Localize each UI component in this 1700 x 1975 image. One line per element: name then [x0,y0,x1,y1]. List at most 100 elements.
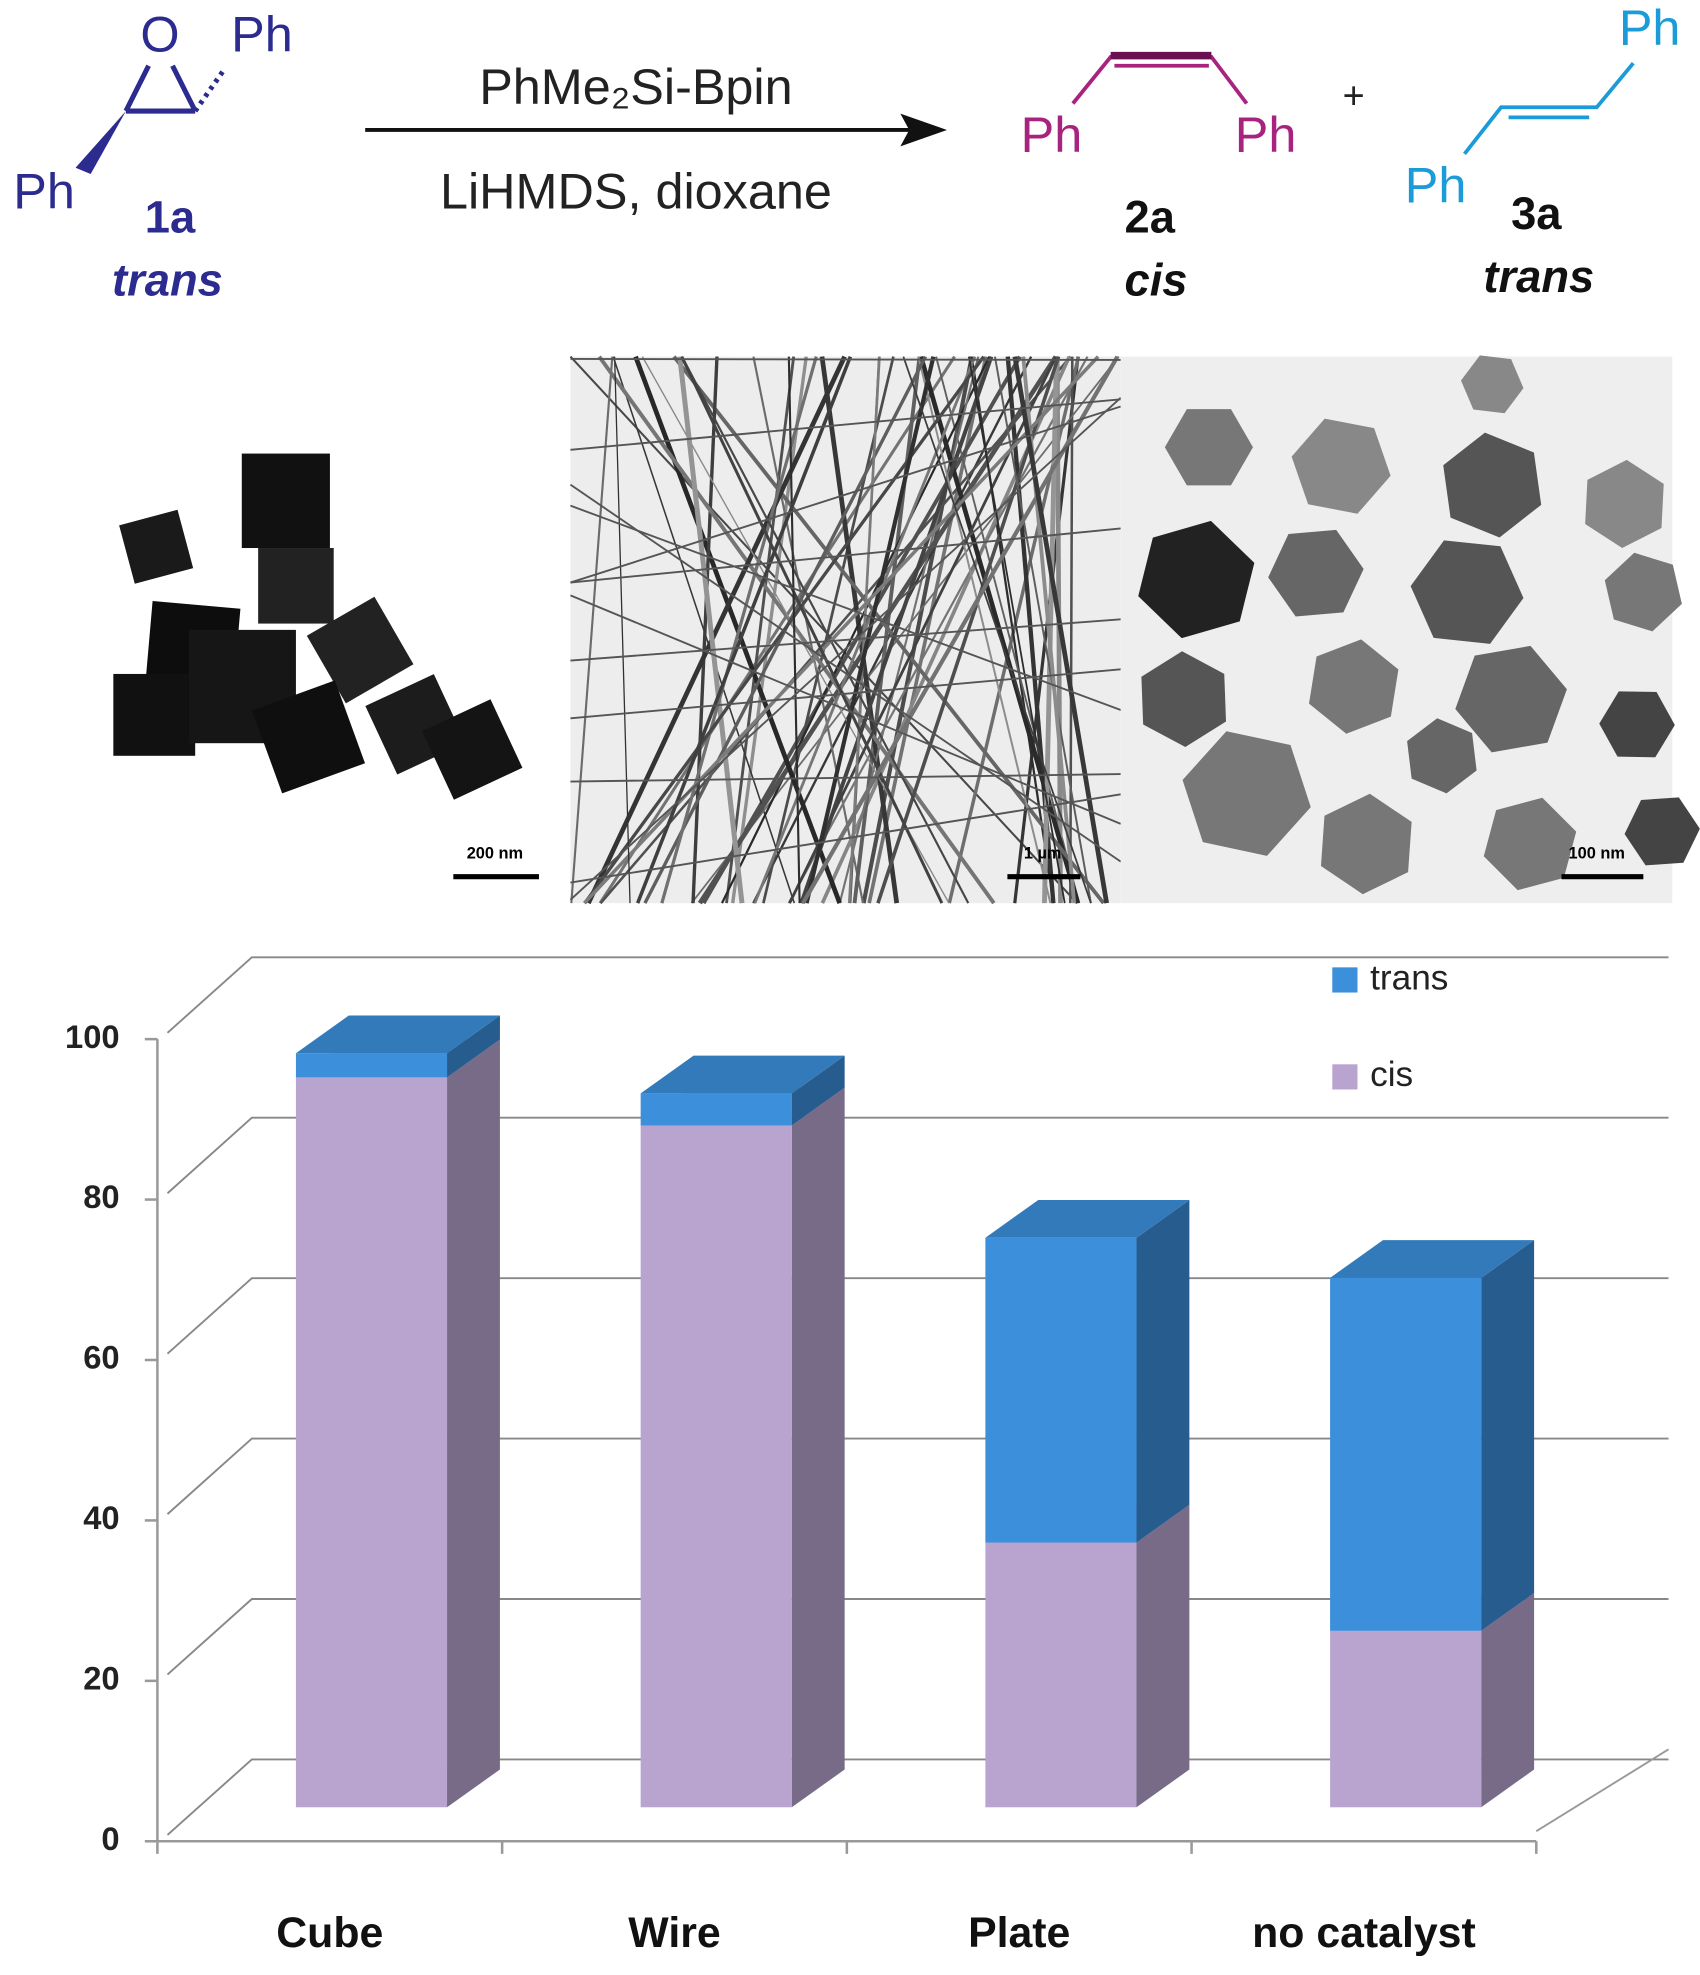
stereo-label: trans [1483,251,1594,302]
micrograph-plates: 100 nm [1120,355,1700,904]
scale-label: 100 nm [1569,844,1625,862]
product-cis: Ph Ph 2a cis [1021,51,1296,306]
nanowire [597,355,996,905]
atom: Ph [13,163,75,220]
nanowire [691,356,719,904]
nanoplate [1164,409,1253,486]
nanowire [570,527,1121,584]
bar-side [447,1015,500,1078]
nanowire [613,356,631,904]
grid-line [166,1116,1669,1194]
compound-label: 1a [145,192,196,243]
bar-side [1136,1199,1190,1543]
nanoplate [1585,459,1664,549]
atom: Ph [1405,156,1467,213]
particle [241,453,330,549]
nanowire [1013,356,1080,904]
particle [119,509,194,584]
nanoplate [1407,718,1477,794]
legend-label: cis [1370,1055,1413,1094]
nanoplate [1624,797,1700,866]
nanoplate [1599,691,1675,758]
bar [640,1093,792,1126]
scale-label: 1 µm [1024,844,1062,862]
y-tick-label: 0 [101,1820,119,1857]
nanowire [672,355,1106,905]
nanoplate [1182,731,1311,856]
bar [985,1542,1137,1808]
nanowire [681,356,970,904]
nanowire [583,355,985,905]
particle [113,673,196,756]
bar [295,1053,448,1078]
nanowire [569,483,1122,863]
bar-side [791,1055,845,1126]
nanowire [819,356,900,904]
atom: Ph [1619,0,1681,56]
nanoplate [1443,432,1542,538]
nanoplate [1291,418,1391,514]
nanowire [701,355,1022,905]
plus-sign: + [1343,75,1365,117]
bar [1330,1630,1482,1808]
nanowire [570,594,1122,825]
compound-label: 2a [1124,192,1175,243]
bar-side [447,1039,500,1808]
nanowire [680,355,944,904]
hash-bond [193,68,227,113]
nanowire [586,355,847,905]
nanoplate [1309,639,1399,734]
nanoplate [1604,552,1682,632]
bar [640,1125,792,1808]
nanoplate [1141,651,1227,747]
bar-side [1481,1593,1535,1808]
nanowire [636,355,853,904]
nanowire [570,356,614,904]
nanowire [570,618,1121,662]
nanowire [752,356,865,904]
bar-top [295,1015,500,1054]
y-tick-label: 60 [83,1339,119,1376]
nanoplate [1268,529,1364,617]
nanoplate [1410,540,1524,644]
nanowire [569,397,1122,901]
x-tick-label: Plate [968,1909,1070,1957]
nanowire [570,405,1122,584]
arrow-head [900,113,947,147]
nanowire [1069,356,1074,904]
scale-label: 200 nm [467,844,523,862]
nanowire [731,356,808,904]
stereo-label: cis [1124,255,1187,306]
nanoplate [1455,645,1567,753]
bar-top [985,1199,1190,1238]
y-tick-label: 40 [83,1499,119,1536]
bond [123,64,151,113]
nanowire [804,356,936,904]
grid-line [166,1598,1669,1676]
micrograph-cubes: 200 nm [0,356,567,904]
legend-swatch [1332,1064,1358,1090]
nanowire [583,355,1100,905]
reagent: PhMe₂Si-Bpin [479,58,792,115]
atom: Ph [231,5,293,62]
stereo-label: trans [112,255,223,306]
particle [258,548,334,624]
nanowire [762,356,895,904]
nanowire [570,398,1121,451]
nanowire [570,793,1121,884]
nanowire [570,504,1122,711]
nanowire [787,356,801,904]
nanowire [570,668,1121,720]
bar [985,1237,1137,1543]
atom: O [140,5,179,62]
legend-label: trans [1370,958,1448,997]
nanoplate [1138,520,1255,639]
bond [1463,61,1635,156]
product-trans: Ph Ph 3a trans [1405,0,1681,302]
nanowire [861,356,974,904]
particle [306,596,414,704]
grid-line [166,1277,1669,1355]
reagent: LiHMDS, dioxane [440,163,832,220]
x-tick-label: no catalyst [1252,1909,1476,1957]
particle [422,699,523,800]
